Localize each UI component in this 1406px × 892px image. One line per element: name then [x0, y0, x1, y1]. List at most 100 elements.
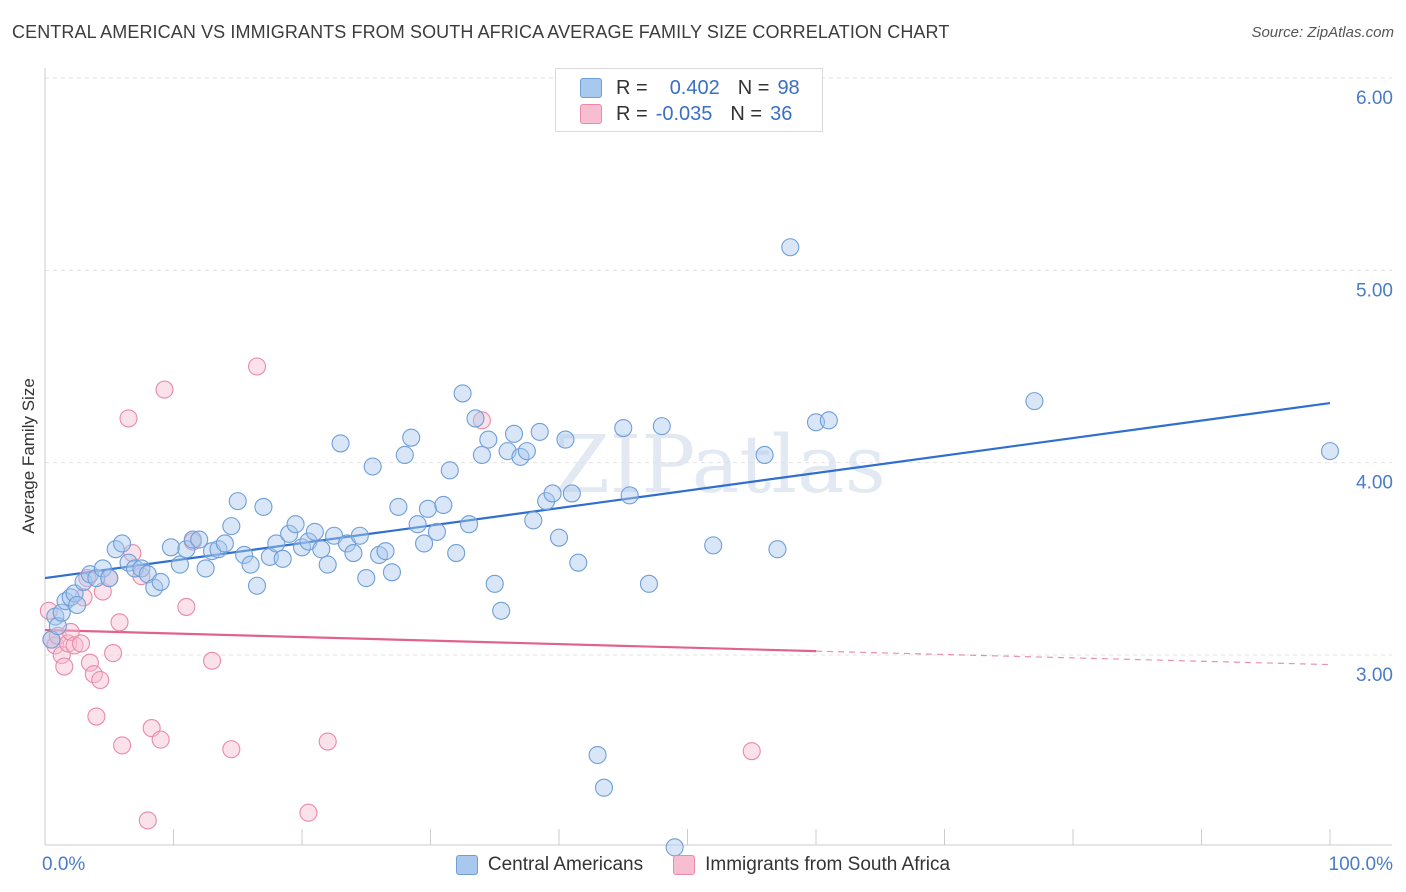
data-point: [376, 542, 395, 561]
data-point: [100, 569, 119, 588]
data-point: [267, 534, 286, 553]
data-point: [215, 534, 234, 553]
data-point: [588, 745, 607, 765]
data-point: [80, 653, 100, 672]
data-point: [52, 603, 71, 622]
data-point: [472, 445, 491, 465]
legend-r-label: R =: [616, 102, 648, 125]
data-point: [537, 492, 556, 511]
data-point: [305, 522, 324, 541]
data-point: [639, 574, 659, 593]
data-point: [357, 569, 376, 588]
data-point: [138, 811, 157, 830]
data-point: [113, 736, 132, 755]
data-point: [504, 424, 524, 443]
data-point: [459, 515, 479, 534]
data-point: [132, 567, 151, 586]
data-point: [440, 461, 459, 480]
y-tick-label: 5.00: [1356, 280, 1393, 301]
legend-r-label: R =: [616, 76, 648, 99]
tick-labels: 3.00 4.00 5.00 6.00 0.0% 100.0%: [42, 88, 1393, 875]
data-point: [415, 534, 434, 553]
data-point: [742, 742, 761, 761]
data-point: [569, 553, 588, 572]
legend-label: Immigrants from South Africa: [705, 854, 951, 875]
x-tick-label: 0.0%: [42, 854, 85, 875]
data-point: [344, 544, 363, 563]
data-point: [652, 417, 671, 436]
data-point: [485, 574, 504, 593]
data-point: [161, 538, 180, 557]
data-point: [819, 411, 838, 430]
data-point: [48, 617, 67, 636]
data-point: [549, 528, 569, 547]
data-point: [408, 515, 427, 534]
data-point: [74, 588, 93, 607]
data-point: [382, 563, 402, 582]
data-point: [395, 445, 414, 465]
y-tick-label: 3.00: [1356, 665, 1393, 686]
data-point: [530, 422, 549, 441]
data-point: [331, 434, 350, 453]
legend-swatch-blue: [580, 78, 602, 98]
data-point: [87, 707, 106, 726]
trend-line-extension-1: [815, 650, 1331, 666]
data-point: [228, 492, 247, 511]
data-point: [402, 428, 421, 447]
data-point: [350, 526, 369, 545]
data-point: [55, 657, 74, 676]
grid-lines: [45, 77, 1392, 656]
data-point: [71, 634, 91, 653]
data-point: [318, 555, 337, 574]
data-point: [93, 559, 112, 578]
data-point: [91, 670, 110, 690]
data-point: [1025, 392, 1044, 411]
data-point: [273, 549, 292, 568]
data-point: [704, 536, 723, 555]
data-point: [472, 411, 491, 430]
legend-swatch-pink: [580, 104, 602, 124]
data-point: [110, 613, 129, 632]
data-point: [68, 595, 87, 615]
data-point: [614, 418, 633, 438]
data-point: [556, 430, 575, 449]
y-tick-label: 6.00: [1356, 88, 1393, 109]
chart-title: CENTRAL AMERICAN VS IMMIGRANTS FROM SOUT…: [12, 22, 950, 42]
data-point: [222, 740, 241, 759]
data-point: [562, 484, 581, 503]
data-point: [299, 803, 318, 822]
data-point: [418, 499, 437, 518]
y-axis-label: Average Family Size: [19, 378, 38, 534]
legend-n-value: 36: [770, 102, 793, 125]
data-point: [190, 530, 209, 549]
data-point: [466, 409, 485, 428]
data-point: [155, 380, 174, 399]
legend-r-value: 0.402: [669, 76, 720, 99]
legend-swatch-pink: [673, 855, 696, 875]
data-point: [52, 645, 71, 665]
legend-item-south-africa: Immigrants from South Africa: [673, 854, 950, 876]
watermark: ZIPatlas: [554, 418, 886, 511]
data-points: [39, 238, 1340, 857]
data-point: [492, 601, 511, 620]
data-point: [434, 495, 453, 515]
x-tick-label: 100.0%: [1329, 854, 1394, 875]
data-point: [517, 442, 536, 461]
legend-row-south-africa: R = -0.035 N = 36: [580, 101, 810, 127]
trend-line-0: [44, 401, 1331, 580]
data-point: [247, 576, 267, 595]
data-point: [453, 384, 472, 403]
data-point: [151, 572, 170, 591]
data-point: [113, 534, 132, 553]
legend-item-central-americans: Central Americans: [455, 854, 643, 876]
data-point: [280, 524, 299, 543]
data-point: [183, 530, 202, 549]
data-point: [524, 511, 543, 530]
data-point: [781, 238, 800, 257]
correlation-legend: R = 0.402 N = 98 R = -0.035 N = 36: [555, 68, 823, 132]
data-point: [755, 445, 774, 465]
series-legend: Central Americans Immigrants from South …: [0, 852, 1406, 878]
data-point: [427, 522, 446, 541]
data-point: [286, 515, 305, 534]
